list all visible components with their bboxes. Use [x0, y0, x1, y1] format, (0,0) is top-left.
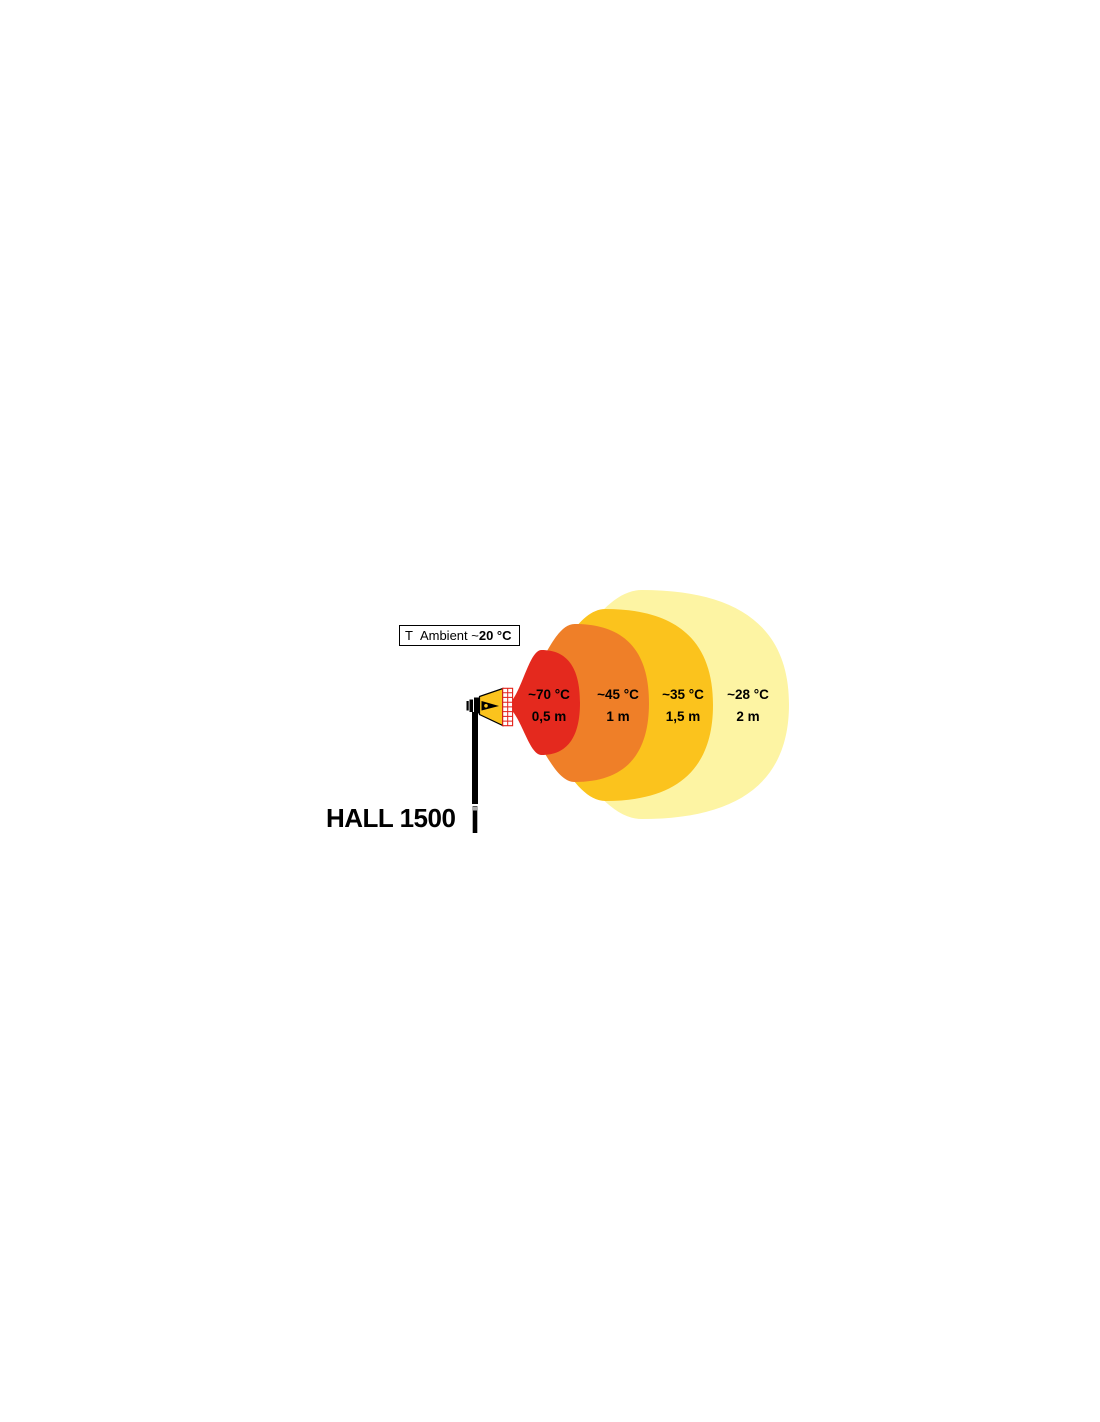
zone-label-2m: ~28 °C 2 m [727, 684, 769, 728]
mounting-pole [472, 712, 478, 833]
bracket-mid-bar [469, 699, 473, 712]
heater-hub-dot [484, 704, 488, 708]
ambient-temperature-box: T Ambient ~20 °C [399, 625, 520, 646]
zone-distance: 2 m [736, 709, 760, 724]
zone-temperature: ~70 °C [528, 687, 570, 702]
zone-distance: 1 m [606, 709, 630, 724]
zone-label-1m: ~45 °C 1 m [597, 684, 639, 728]
zone-label-0-5m: ~70 °C 0,5 m [528, 684, 570, 728]
heater-motor-cone [481, 701, 499, 711]
pole-lower-segment [472, 806, 478, 833]
product-title: HALL 1500 [326, 803, 456, 833]
zone-temperature: ~28 °C [727, 687, 769, 702]
zone-temperature: ~35 °C [662, 687, 704, 702]
pole-joint [473, 806, 477, 811]
zone-temperature: ~45 °C [597, 687, 639, 702]
heater-grille-grid [502, 688, 513, 726]
zone-distance: 0,5 m [531, 709, 567, 724]
bracket-outer-bar [466, 701, 469, 711]
zone-label-1-5m: ~35 °C 1,5 m [662, 684, 704, 728]
ambient-symbol: T [405, 628, 413, 643]
pole-upper-segment [472, 712, 478, 804]
bracket-clamp [474, 697, 480, 714]
heat-zones [506, 590, 789, 819]
ambient-label: Ambient ~ [419, 628, 479, 643]
heat-zone-0-5m [506, 650, 580, 755]
ambient-value: 20 °C [478, 628, 512, 643]
heater-icon [466, 687, 514, 727]
zone-distance: 1,5 m [665, 709, 701, 724]
